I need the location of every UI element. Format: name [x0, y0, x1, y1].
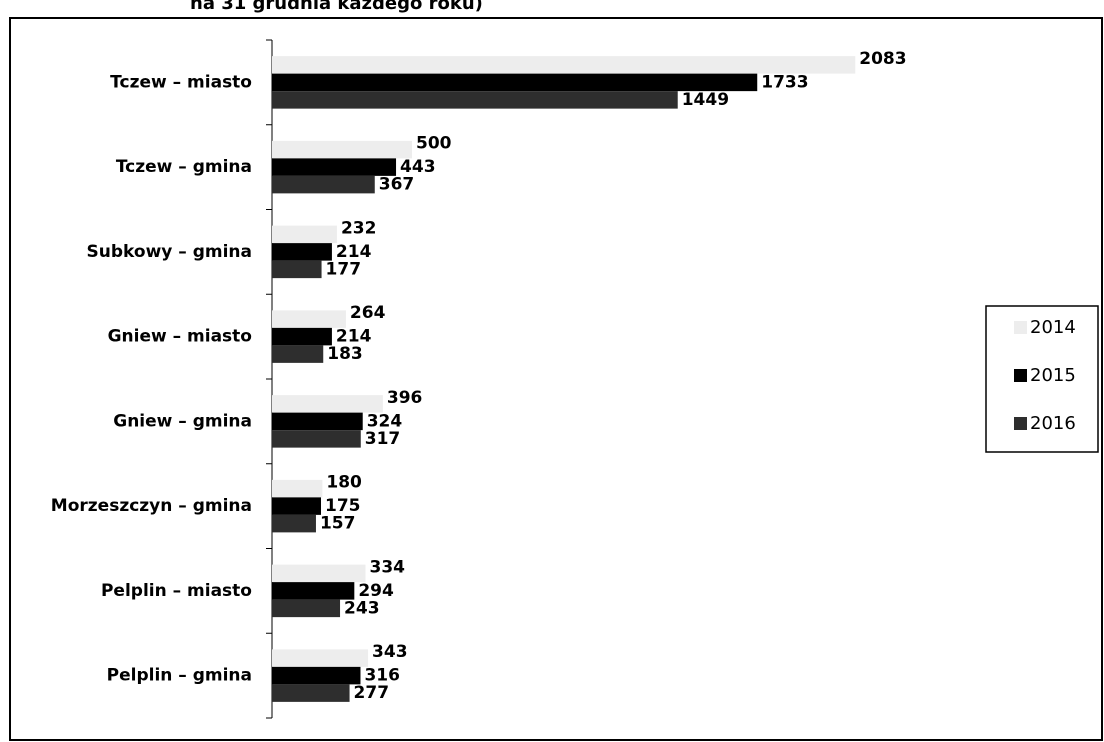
y-tick-label: Gniew – gmina — [113, 411, 252, 431]
bar — [272, 260, 322, 279]
value-label: 157 — [320, 514, 356, 534]
value-label: 264 — [350, 303, 386, 323]
value-label: 396 — [387, 388, 423, 408]
bar — [272, 684, 350, 702]
value-label: 443 — [400, 157, 436, 177]
bar — [272, 599, 341, 618]
bar — [272, 56, 856, 74]
bar — [272, 345, 324, 363]
value-label: 343 — [372, 642, 408, 662]
legend-swatch — [1014, 417, 1027, 430]
value-label: 214 — [336, 242, 372, 262]
value-label: 2083 — [859, 49, 906, 69]
value-label: 324 — [367, 411, 403, 431]
value-label: 183 — [327, 344, 363, 364]
bar — [272, 497, 321, 515]
legend-box — [985, 305, 1099, 453]
value-label: 243 — [344, 598, 380, 618]
legend-label: 2016 — [1030, 413, 1076, 434]
value-label: 294 — [358, 581, 394, 601]
bar — [272, 430, 361, 448]
chart-frame — [9, 17, 1103, 741]
bar — [272, 514, 316, 533]
bar — [272, 327, 332, 346]
value-label: 180 — [326, 473, 362, 493]
bar — [272, 310, 346, 328]
value-label: 1449 — [682, 90, 729, 110]
y-tick-label: Pelplin – miasto — [101, 581, 252, 601]
legend-label: 2015 — [1030, 365, 1076, 386]
legend-swatch — [1014, 321, 1027, 334]
value-label: 317 — [365, 429, 401, 449]
y-tick-label: Tczew – gmina — [116, 157, 252, 177]
bar — [272, 666, 361, 685]
bar — [272, 73, 758, 92]
bar — [272, 140, 412, 159]
bar — [272, 91, 678, 109]
y-tick-label: Subkowy – gmina — [87, 242, 252, 262]
bar — [272, 412, 363, 431]
value-label: 316 — [364, 666, 400, 686]
value-label: 500 — [416, 134, 452, 154]
bar — [272, 175, 375, 194]
bar — [272, 225, 337, 244]
legend-swatch — [1014, 369, 1027, 382]
value-label: 214 — [336, 327, 372, 347]
bar — [272, 649, 369, 667]
value-label: 277 — [354, 683, 390, 703]
bar — [272, 395, 383, 413]
y-tick-label: Morzeszczyn – gmina — [51, 496, 252, 516]
value-label: 175 — [325, 496, 361, 516]
chart-title: na 31 grudnia każdego roku) — [190, 0, 483, 14]
value-label: 232 — [341, 218, 377, 238]
y-tick-label: Tczew – miasto — [110, 72, 252, 92]
bar — [272, 243, 332, 261]
bar — [272, 158, 397, 176]
value-label: 367 — [379, 175, 415, 195]
y-tick-label: Pelplin – gmina — [107, 666, 252, 686]
value-label: 177 — [326, 259, 362, 279]
legend-label: 2014 — [1030, 317, 1076, 338]
bar — [272, 479, 323, 498]
bar — [272, 582, 355, 600]
y-tick-label: Gniew – miasto — [108, 327, 252, 347]
value-label: 334 — [370, 557, 406, 577]
bar — [272, 564, 366, 583]
value-label: 1733 — [761, 72, 808, 92]
